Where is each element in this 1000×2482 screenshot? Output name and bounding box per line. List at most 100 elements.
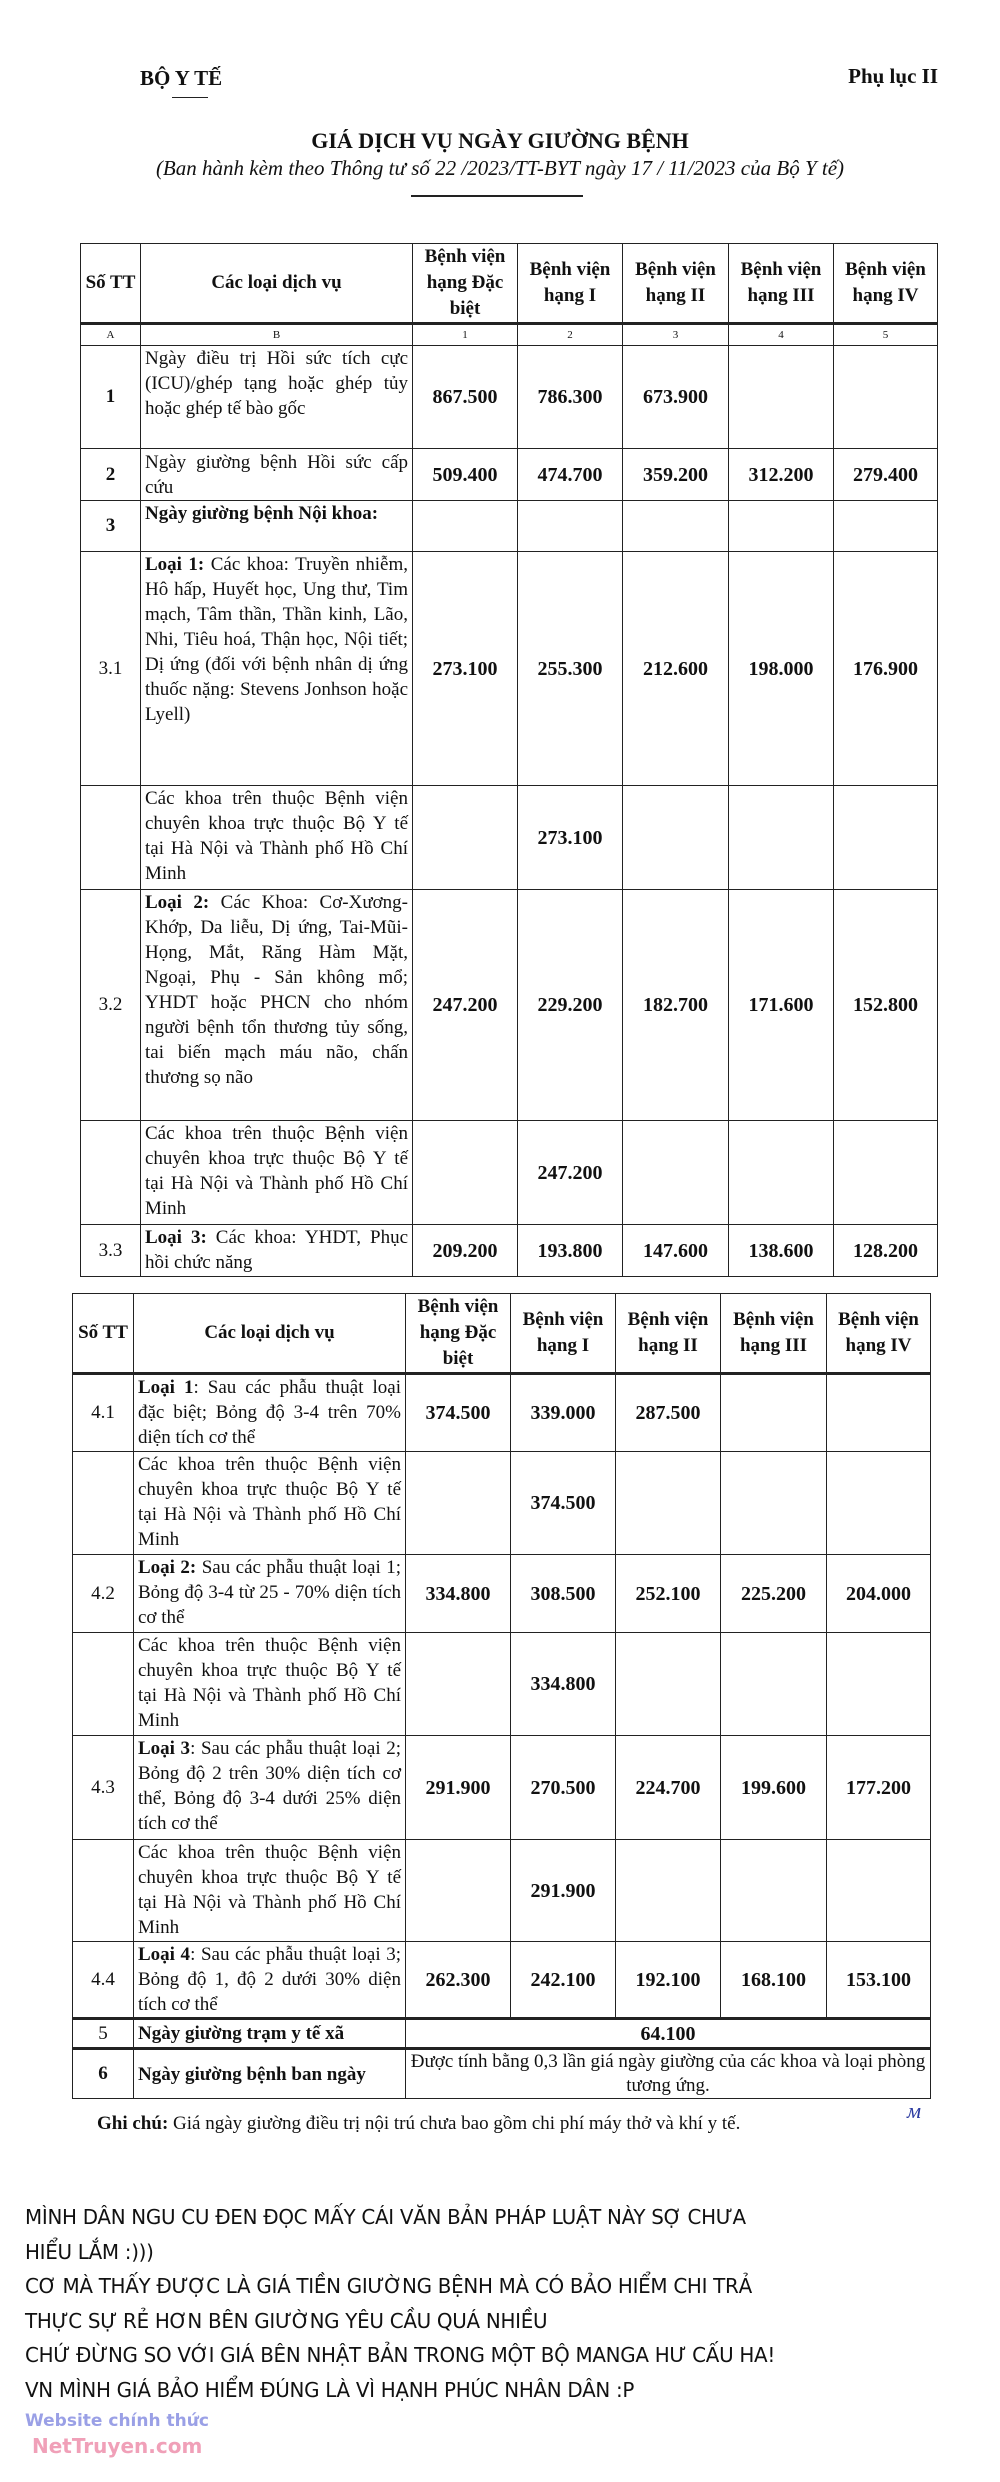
price-table-part-1: Số TT Các loại dịch vụ Bệnh viện hạng Đặc … bbox=[80, 243, 938, 1277]
price-cell bbox=[826, 1451, 931, 1555]
table-row: 4.1 Loại 1: Sau các phẫu thuật loại đặc b… bbox=[72, 1373, 931, 1452]
price-cell: 312.200 bbox=[728, 448, 834, 501]
price-cell bbox=[833, 345, 938, 449]
service-description-text: : Sau các phẫu thuật loại 2; Bỏng độ 2 t… bbox=[138, 1738, 401, 1834]
subtitle-underline bbox=[411, 195, 583, 197]
comment-line: CHỨ ĐỪNG SO VỚI GIÁ BÊN NHẬT BẢN TRONG M… bbox=[25, 2343, 776, 2367]
row-number: 2 bbox=[80, 448, 141, 501]
price-cell bbox=[728, 500, 834, 552]
column-header: Bệnh viện hạng I bbox=[510, 1293, 616, 1375]
column-header: Bệnh viện hạng II bbox=[622, 243, 729, 325]
price-cell bbox=[826, 1373, 931, 1452]
price-cell: 273.100 bbox=[517, 785, 623, 890]
service-category-label: Loại 1 bbox=[138, 1377, 194, 1398]
footnote-text: Giá ngày giường điều trị nội trú chưa ba… bbox=[168, 2113, 741, 2134]
column-header: Các loại dịch vụ bbox=[140, 243, 413, 325]
ministry-underline bbox=[172, 97, 208, 98]
row-number bbox=[72, 1632, 134, 1736]
row-number: 3 bbox=[80, 500, 141, 552]
service-description: Các khoa trên thuộc Bệnh viện chuyên kho… bbox=[133, 1839, 406, 1942]
column-header: Bệnh viện hạng Đặc biệt bbox=[412, 243, 518, 325]
table-header-row: Số TT Các loại dịch vụ Bệnh viện hạng Đặc … bbox=[80, 243, 938, 325]
column-code: 5 bbox=[833, 323, 938, 346]
price-cell: 334.800 bbox=[405, 1554, 511, 1633]
column-header: Số TT bbox=[80, 243, 141, 325]
service-description: Loại 1: Sau các phẫu thuật loại đặc biệt… bbox=[133, 1373, 406, 1452]
service-description-text: Các khoa trên thuộc Bệnh viện chuyên kho… bbox=[138, 1842, 401, 1938]
row-number: 4.3 bbox=[72, 1735, 134, 1840]
price-cell bbox=[412, 1120, 518, 1225]
table-row: Các khoa trên thuộc Bệnh viện chuyên kho… bbox=[72, 1632, 931, 1736]
price-cell: 229.200 bbox=[517, 889, 623, 1121]
price-cell: 225.200 bbox=[720, 1554, 827, 1633]
service-description-text: Các Khoa: Cơ-Xương-Khớp, Da liễu, Dị ứng… bbox=[145, 892, 408, 1088]
price-cell: 786.300 bbox=[517, 345, 623, 449]
table-row: 4.4 Loại 4: Sau các phẫu thuật loại 3; Bỏ… bbox=[72, 1941, 931, 2019]
price-cell bbox=[826, 1632, 931, 1736]
service-description-text: Sau các phẫu thuật loại 1; Bỏng độ 3-4 t… bbox=[138, 1557, 402, 1628]
comment-line: HIỂU LẮM :))) bbox=[25, 2239, 154, 2264]
price-cell bbox=[622, 785, 729, 890]
row-number bbox=[72, 1839, 134, 1942]
table-header-row: Số TT Các loại dịch vụ Bệnh viện hạng Đặc … bbox=[72, 1293, 931, 1375]
table-row: 3.1 Loại 1: Các khoa: Truyền nhiễm, Hô hấ… bbox=[80, 551, 938, 786]
merged-price-cell: 64.100 bbox=[405, 2018, 931, 2049]
row-number: 1 bbox=[80, 345, 141, 449]
price-cell bbox=[720, 1451, 827, 1555]
service-description: Loại 4: Sau các phẫu thuật loại 3; Bỏng … bbox=[133, 1941, 406, 2019]
service-category-label: Loại 4 bbox=[138, 1944, 191, 1965]
service-description: Các khoa trên thuộc Bệnh viện chuyên kho… bbox=[133, 1632, 406, 1736]
service-description-text: Các khoa trên thuộc Bệnh viện chuyên kho… bbox=[138, 1635, 401, 1731]
price-cell: 192.100 bbox=[615, 1941, 721, 2019]
service-category-label: Loại 1: bbox=[145, 554, 205, 575]
price-cell: 204.000 bbox=[826, 1554, 931, 1633]
table-row: Các khoa trên thuộc Bệnh viện chuyên kho… bbox=[80, 1120, 938, 1225]
price-cell: 252.100 bbox=[615, 1554, 721, 1633]
column-header: Bệnh viện hạng IV bbox=[826, 1293, 931, 1375]
column-header: Bệnh viện hạng III bbox=[720, 1293, 827, 1375]
price-cell bbox=[720, 1632, 827, 1736]
price-cell: 262.300 bbox=[405, 1941, 511, 2019]
comment-line: MÌNH DÂN NGU CU ĐEN ĐỌC MẤY CÁI VĂN BẢN … bbox=[25, 2205, 746, 2229]
service-description-text: Các khoa trên thuộc Bệnh viện chuyên kho… bbox=[138, 1454, 401, 1550]
service-description-text: Các khoa: Truyền nhiễm, Hô hấp, Huyết họ… bbox=[145, 554, 408, 725]
price-cell: 147.600 bbox=[622, 1224, 729, 1277]
price-cell: 182.700 bbox=[622, 889, 729, 1121]
price-cell bbox=[728, 785, 834, 890]
price-cell bbox=[720, 1839, 827, 1942]
price-cell: 291.900 bbox=[405, 1735, 511, 1840]
document-subtitle: (Ban hành kèm theo Thông tư số 22 /2023/… bbox=[155, 156, 845, 180]
service-category-label: Loại 3: bbox=[145, 1227, 207, 1248]
price-cell: 242.100 bbox=[510, 1941, 616, 2019]
table-row: 4.3 Loại 3: Sau các phẫu thuật loại 2; Bỏ… bbox=[72, 1735, 931, 1840]
watermark-site-name: NetTruyen.com bbox=[32, 2434, 203, 2458]
row-number: 6 bbox=[72, 2048, 134, 2099]
price-cell: 224.700 bbox=[615, 1735, 721, 1840]
price-cell bbox=[405, 1839, 511, 1942]
document-title: GIÁ DỊCH VỤ NGÀY GIƯỜNG BỆNH bbox=[311, 128, 689, 153]
table-row-merged: 5 Ngày giường trạm y tế xã 64.100 bbox=[72, 2018, 931, 2049]
translator-comment: MÌNH DÂN NGU CU ĐEN ĐỌC MẤY CÁI VĂN BẢN … bbox=[25, 2200, 798, 2407]
column-header: Bệnh viện hạng Đặc biệt bbox=[405, 1293, 511, 1375]
service-description: Ngày giường bệnh ban ngày bbox=[133, 2048, 406, 2099]
price-cell bbox=[833, 785, 938, 890]
service-category-label: Loại 2: bbox=[145, 892, 210, 913]
price-cell bbox=[412, 785, 518, 890]
price-cell: 291.900 bbox=[510, 1839, 616, 1942]
service-description: Ngày giường bệnh Hồi sức cấp cứu bbox=[140, 448, 413, 501]
column-code: 1 bbox=[412, 323, 518, 346]
price-cell: 138.600 bbox=[728, 1224, 834, 1277]
price-cell: 287.500 bbox=[615, 1373, 721, 1452]
service-description: Loại 3: Các khoa: YHDT, Phục hồi chức nă… bbox=[140, 1224, 413, 1277]
table-row: 3.3 Loại 3: Các khoa: YHDT, Phục hồi chức… bbox=[80, 1224, 938, 1277]
price-cell: 177.200 bbox=[826, 1735, 931, 1840]
column-header: Số TT bbox=[72, 1293, 134, 1375]
column-header: Bệnh viện hạng III bbox=[728, 243, 834, 325]
price-cell bbox=[833, 500, 938, 552]
comment-line: THỰC SỰ RẺ HƠN BÊN GIƯỜNG YÊU CẦU QUÁ NH… bbox=[25, 2308, 548, 2333]
price-cell bbox=[728, 1120, 834, 1225]
price-cell: 193.800 bbox=[517, 1224, 623, 1277]
column-header: Bệnh viện hạng IV bbox=[833, 243, 938, 325]
service-description-text: Các khoa trên thuộc Bệnh viện chuyên kho… bbox=[145, 788, 408, 884]
column-header: Bệnh viện hạng II bbox=[615, 1293, 721, 1375]
